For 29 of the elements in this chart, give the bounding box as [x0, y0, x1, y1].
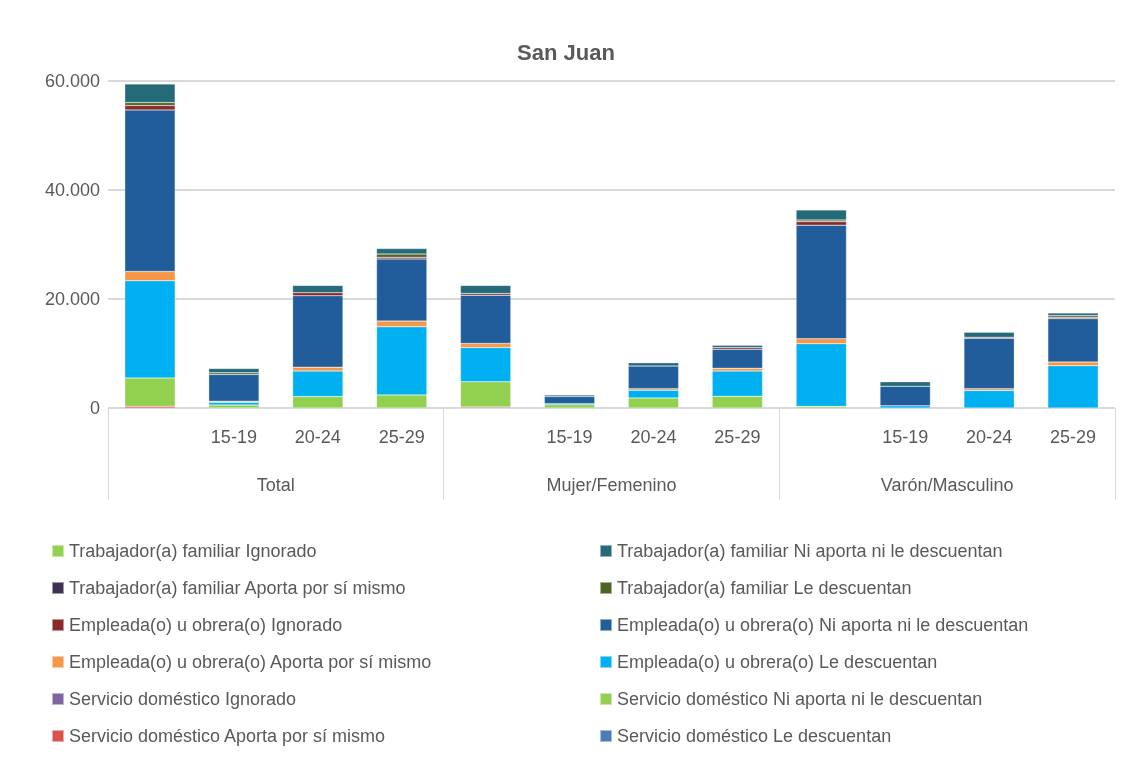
x-tick-label: 20-24	[630, 427, 677, 447]
legend-label: Trabajador(a) familiar Le descuentan	[617, 578, 912, 598]
legend-label: Trabajador(a) familiar Ni aporta ni le descuentan	[617, 541, 1003, 561]
y-tick-label: 20.000	[44, 289, 100, 309]
x-tick-label: 25-29	[714, 427, 761, 447]
legend-label: Servicio doméstico Ignorado	[69, 689, 297, 709]
legend-label: Empleada(o) u obrera(o) Ni aporta ni le descuentan	[617, 615, 1029, 635]
legend-label: Empleada(o) u obrera(o) Aporta por sí mismo	[69, 652, 432, 672]
x-tick-label: 25-29	[1050, 427, 1097, 447]
legend-label: Empleada(o) u obrera(o) Le descuentan	[617, 652, 938, 672]
legend-label: Servicio doméstico Le descuentan	[617, 726, 892, 746]
text: Total	[256, 475, 295, 495]
x-tick-label: 15-19	[210, 427, 257, 447]
text: Varón/Masculino	[880, 475, 1014, 495]
legend-label: Empleada(o) u obrera(o) Ignorado	[69, 615, 343, 635]
legend-label: Trabajador(a) familiar Ignorado	[69, 541, 317, 561]
x-tick-label: 15-19	[882, 427, 929, 447]
legend-label: Servicio doméstico Ni aporta ni le descuentan	[617, 689, 983, 709]
y-tick-label: 40.000	[44, 180, 100, 200]
x-tick-label: 25-29	[378, 427, 425, 447]
legend-label: Servicio doméstico Aporta por sí mismo	[69, 726, 386, 746]
text: Mujer/Femenino	[546, 475, 677, 495]
x-tick-label: 20-24	[966, 427, 1013, 447]
y-tick-label: 60.000	[44, 71, 100, 91]
x-tick-label: 20-24	[294, 427, 341, 447]
x-tick-label: 15-19	[546, 427, 593, 447]
legend-label: Trabajador(a) familiar Aporta por sí mismo	[69, 578, 406, 598]
chart-title: San Juan	[517, 39, 615, 65]
y-tick-label: 0	[89, 398, 100, 418]
